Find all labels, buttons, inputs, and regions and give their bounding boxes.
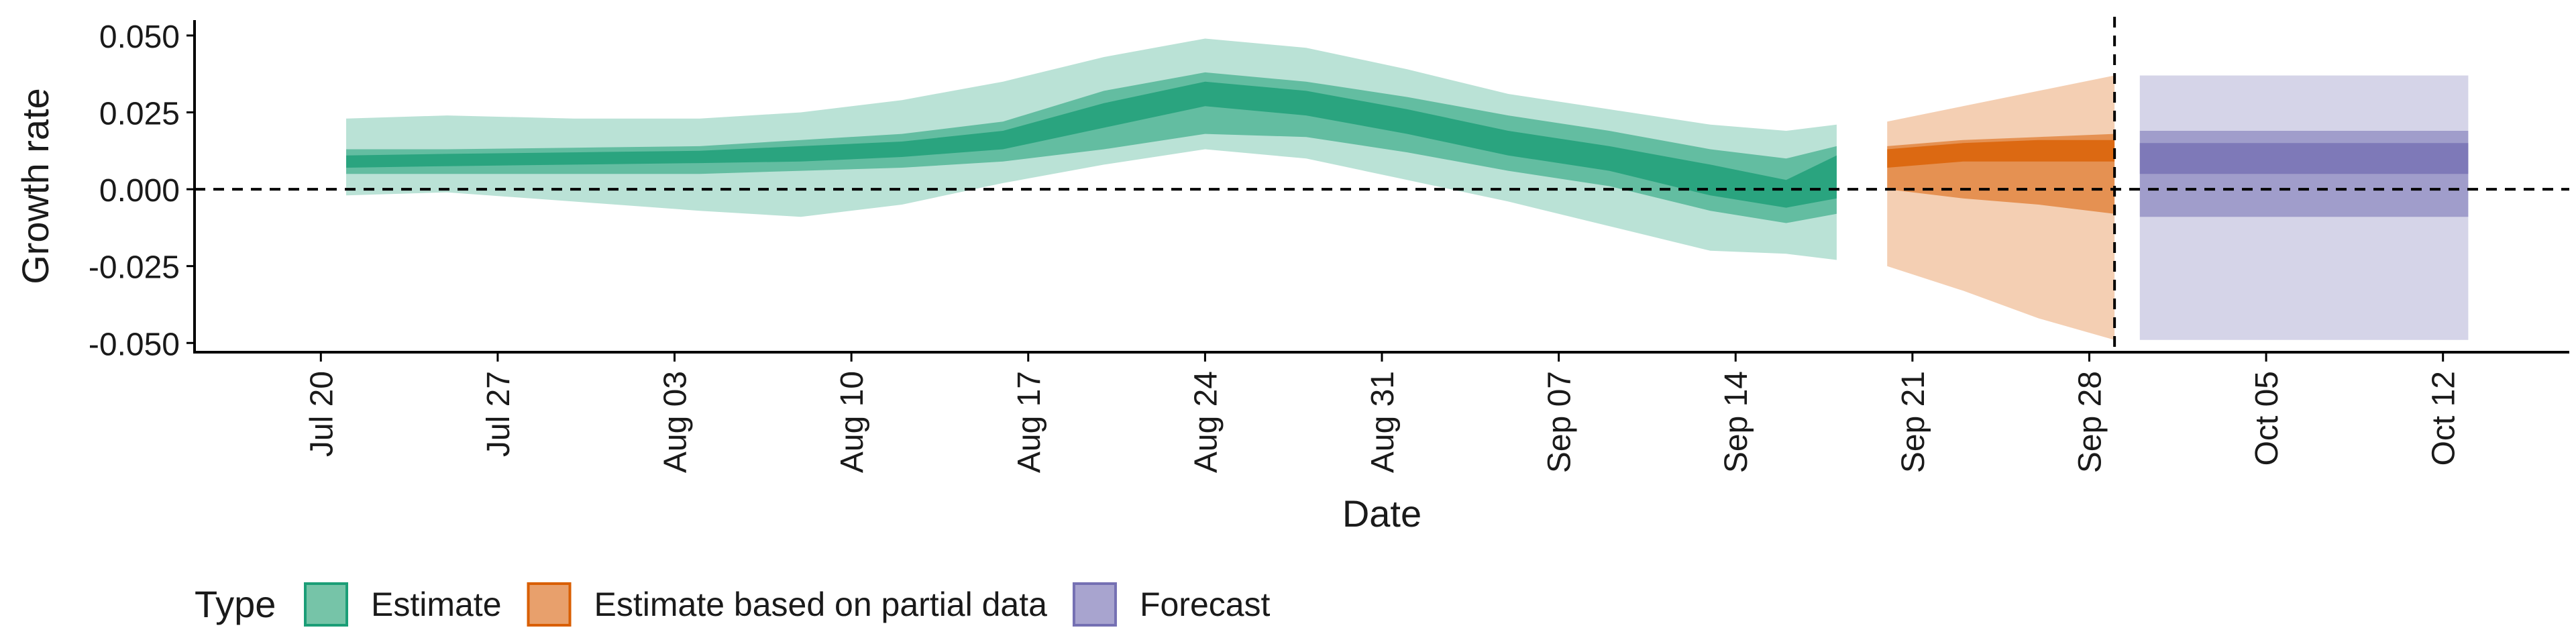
- legend-label: Forecast: [1140, 586, 1271, 623]
- x-tick-label: Aug 24: [1188, 371, 1224, 473]
- legend-title: Type: [195, 583, 276, 625]
- x-tick-label: Aug 10: [835, 371, 870, 473]
- x-tick-label: Oct 05: [2249, 371, 2285, 466]
- legend-key: [527, 582, 572, 627]
- bands-layer: [346, 38, 2469, 340]
- estimate-mid-band: [346, 72, 1837, 223]
- y-tick-label: -0.050: [89, 327, 180, 362]
- x-tick-label: Sep 28: [2072, 371, 2108, 473]
- x-tick-label: Oct 12: [2426, 371, 2462, 466]
- x-tick-label: Aug 03: [658, 371, 694, 473]
- y-tick-label: 0.025: [99, 97, 180, 132]
- x-axis-title: Date: [1342, 492, 1421, 535]
- x-tick-label: Jul 27: [481, 371, 517, 457]
- x-axis-ticks: Jul 20 Jul 27 Aug 03 Aug 10 Aug 17 Aug 24 Aug …: [304, 352, 2462, 473]
- forecast-inner-band: [2139, 143, 2469, 174]
- legend-key: [1072, 582, 1117, 627]
- y-axis-ticks: 0.050 0.025 0.000 -0.025 -0.050: [89, 19, 195, 362]
- x-tick-label: Sep 14: [1719, 371, 1754, 473]
- legend: Type Estimate Estimate based on partial d…: [195, 582, 1271, 627]
- x-tick-label: Sep 07: [1542, 371, 1578, 473]
- estimate-inner-band: [346, 81, 1837, 208]
- x-tick-label: Aug 17: [1012, 371, 1047, 473]
- y-tick-label: 0.000: [99, 173, 180, 209]
- x-tick-label: Jul 20: [304, 371, 339, 457]
- legend-label: Estimate: [371, 586, 502, 623]
- y-tick-label: 0.050: [99, 19, 180, 55]
- y-axis-title: Growth rate: [14, 88, 56, 284]
- y-tick-label: -0.025: [89, 250, 180, 286]
- estimate-based-on-partial-data-inner-band: [1887, 140, 2115, 168]
- x-tick-label: Aug 31: [1365, 371, 1401, 473]
- x-tick-label: Sep 21: [1896, 371, 1931, 473]
- legend-label: Estimate based on partial data: [594, 586, 1048, 623]
- legend-key: [304, 582, 348, 627]
